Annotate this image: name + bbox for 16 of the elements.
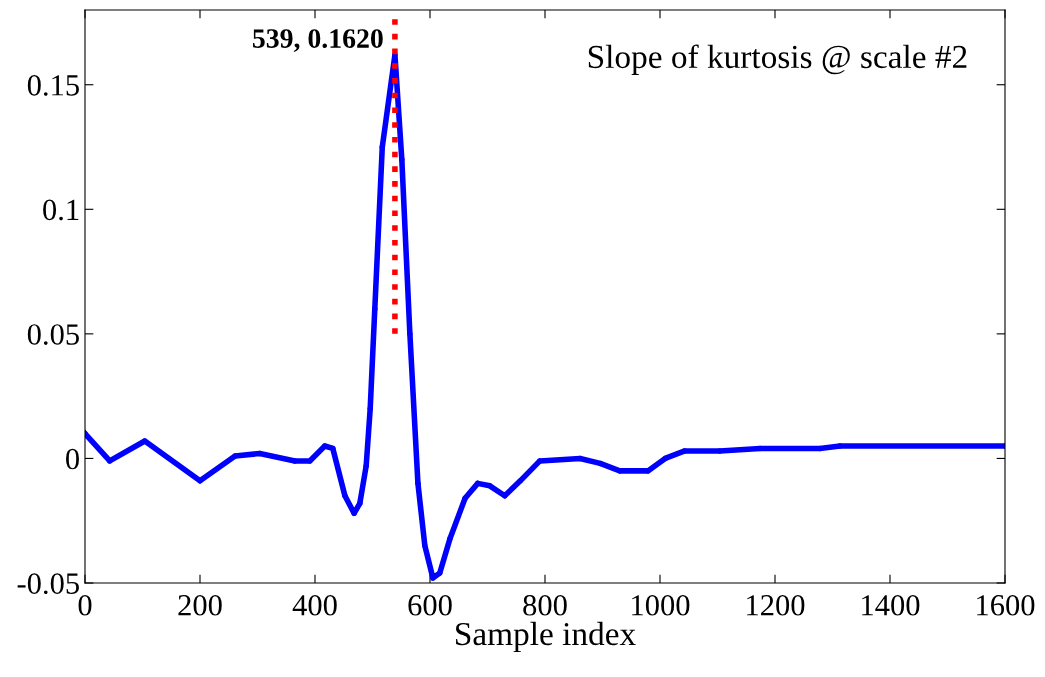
y-tick-label: 0 xyxy=(66,448,79,470)
y-tick-label: 0.15 xyxy=(27,75,79,96)
x-tick-label: 600 xyxy=(408,594,452,616)
x-tick-label: 1000 xyxy=(632,594,690,616)
x-tick-label: 400 xyxy=(292,594,337,616)
x-tick-label: 200 xyxy=(178,594,222,616)
x-tick-label: 1400 xyxy=(862,594,920,616)
y-tick-label: -0.05 xyxy=(17,573,79,595)
annotation: Slope of kurtosis @ scale #2 xyxy=(588,44,967,75)
y-tick-label: 0.05 xyxy=(27,324,79,345)
x-tick-label: 1600 xyxy=(977,594,1035,616)
x-tick-label: 1200 xyxy=(747,594,805,616)
annotation: 539, 0.1620 xyxy=(252,29,383,52)
x-tick-label: 800 xyxy=(523,594,567,616)
x-axis-title: Sample index xyxy=(456,621,636,653)
y-tick-label: 0.1 xyxy=(43,199,79,221)
